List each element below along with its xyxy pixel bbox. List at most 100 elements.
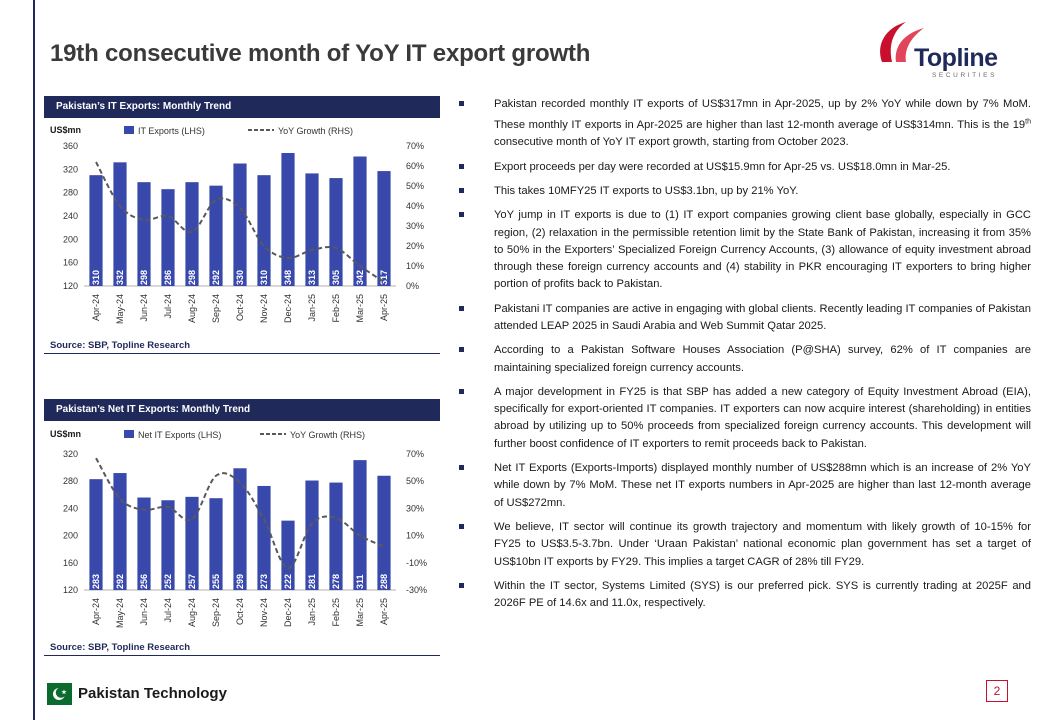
bar-value-label: 257 bbox=[187, 574, 197, 589]
y2-tick-label: 10% bbox=[406, 261, 424, 271]
bar-value-label: 305 bbox=[331, 270, 341, 285]
x-tick-label: Mar-25 bbox=[355, 598, 365, 627]
net-it-exports-chart: US$mn Net IT Exports (LHS) YoY Growth (RHS… bbox=[50, 429, 427, 628]
y2-tick-label: 50% bbox=[406, 181, 424, 191]
bar-value-label: 281 bbox=[307, 574, 317, 589]
y-tick-label: 240 bbox=[63, 211, 78, 221]
x-tick-label: Dec-24 bbox=[283, 598, 293, 627]
bar bbox=[281, 153, 295, 286]
legend-bar-label: IT Exports (LHS) bbox=[138, 126, 205, 136]
bar bbox=[281, 520, 295, 590]
bar-value-label: 299 bbox=[235, 574, 245, 589]
bar bbox=[305, 480, 319, 590]
bar bbox=[137, 497, 151, 590]
x-tick-label: Oct-24 bbox=[235, 598, 245, 625]
bar bbox=[305, 173, 319, 286]
bullet-icon bbox=[459, 388, 464, 394]
bar-value-label: 278 bbox=[331, 574, 341, 589]
x-tick-label: Apr-24 bbox=[91, 294, 101, 321]
y-tick-label: 160 bbox=[63, 558, 78, 568]
bar-value-label: 222 bbox=[283, 574, 293, 589]
y-tick-label: 280 bbox=[63, 476, 78, 486]
logo-subtext: SECURITIES bbox=[932, 72, 998, 79]
page-number: 2 bbox=[986, 680, 1008, 702]
y-tick-label: 280 bbox=[63, 188, 78, 198]
y2-tick-label: -30% bbox=[406, 585, 427, 595]
bar-value-label: 283 bbox=[91, 574, 101, 589]
y2-tick-label: 20% bbox=[406, 241, 424, 251]
bar-value-label: 330 bbox=[235, 270, 245, 285]
x-tick-label: Sep-24 bbox=[211, 598, 221, 627]
bar bbox=[329, 482, 343, 590]
it-exports-chart: US$mn IT Exports (LHS) YoY Growth (RHS) 120… bbox=[50, 125, 424, 324]
x-tick-label: Apr-25 bbox=[379, 598, 389, 625]
chart2-source: Source: SBP, Topline Research bbox=[50, 642, 191, 653]
bar-value-label: 255 bbox=[211, 574, 221, 589]
company-logo: Topline SECURITIES bbox=[872, 18, 1032, 80]
bar-value-label: 311 bbox=[355, 574, 365, 589]
bar bbox=[353, 156, 367, 286]
y-tick-label: 360 bbox=[63, 141, 78, 151]
bar-value-label: 256 bbox=[139, 574, 149, 589]
bar bbox=[113, 473, 127, 590]
y2-tick-label: 70% bbox=[406, 449, 424, 459]
bar-value-label: 286 bbox=[163, 270, 173, 285]
x-tick-label: Jul-24 bbox=[163, 598, 173, 623]
bullet-icon bbox=[459, 187, 464, 193]
chart2-container: US$mn Net IT Exports (LHS) YoY Growth (RHS… bbox=[44, 424, 440, 636]
bar-value-label: 332 bbox=[115, 270, 125, 285]
bullet-item: Pakistan recorded monthly IT exports of … bbox=[458, 96, 1031, 152]
bullet-icon bbox=[459, 582, 464, 588]
legend-line-label: YoY Growth (RHS) bbox=[290, 430, 365, 440]
chart2-bottom-rule bbox=[44, 655, 440, 656]
bar-value-label: 348 bbox=[283, 270, 293, 285]
bullet-item: Net IT Exports (Exports-Imports) display… bbox=[458, 460, 1031, 512]
bar-value-label: 298 bbox=[187, 270, 197, 285]
bar-value-label: 310 bbox=[259, 270, 269, 285]
bar-value-label: 342 bbox=[355, 270, 365, 285]
y2-tick-label: 70% bbox=[406, 141, 424, 151]
y2-tick-label: 30% bbox=[406, 221, 424, 231]
x-tick-label: Dec-24 bbox=[283, 294, 293, 323]
bullet-icon bbox=[459, 523, 464, 529]
chart2-header: Pakistan’s Net IT Exports: Monthly Trend bbox=[44, 399, 440, 421]
bar bbox=[209, 498, 223, 590]
bar bbox=[137, 182, 151, 286]
bar-value-label: 273 bbox=[259, 574, 269, 589]
bar-value-label: 292 bbox=[115, 574, 125, 589]
legend-bar-label: Net IT Exports (LHS) bbox=[138, 430, 221, 440]
y2-tick-label: 0% bbox=[406, 281, 419, 291]
bar-value-label: 298 bbox=[139, 270, 149, 285]
bar bbox=[257, 175, 271, 286]
legend-line-label: YoY Growth (RHS) bbox=[278, 126, 353, 136]
x-tick-label: Oct-24 bbox=[235, 294, 245, 321]
bar-value-label: 317 bbox=[379, 270, 389, 285]
y-axis-unit-label: US$mn bbox=[50, 429, 81, 439]
bar bbox=[89, 175, 103, 286]
y2-tick-label: 40% bbox=[406, 201, 424, 211]
bullet-item: According to a Pakistan Software Houses … bbox=[458, 342, 1031, 377]
y2-tick-label: -10% bbox=[406, 558, 427, 568]
bar bbox=[377, 171, 391, 286]
logo-swoosh-icon bbox=[880, 22, 924, 62]
bar bbox=[233, 468, 247, 590]
bar bbox=[161, 189, 175, 286]
x-tick-label: Jan-25 bbox=[307, 598, 317, 626]
chart1-header: Pakistan’s IT Exports: Monthly Trend bbox=[44, 96, 440, 118]
footer-title: Pakistan Technology bbox=[78, 685, 227, 702]
bullet-icon bbox=[459, 163, 464, 169]
pakistan-flag-icon bbox=[38, 683, 72, 705]
x-tick-label: Jun-24 bbox=[139, 294, 149, 322]
yoy-growth-line bbox=[95, 457, 385, 570]
x-tick-label: Feb-25 bbox=[331, 294, 341, 323]
bar bbox=[233, 163, 247, 286]
bullet-icon bbox=[459, 465, 464, 471]
bullet-item: We believe, IT sector will continue its … bbox=[458, 519, 1031, 571]
bullet-item: This takes 10MFY25 IT exports to US$3.1b… bbox=[458, 183, 1031, 200]
bullet-icon bbox=[459, 101, 464, 106]
x-tick-label: Jun-24 bbox=[139, 598, 149, 626]
y-tick-label: 120 bbox=[63, 585, 78, 595]
commentary-list: Pakistan recorded monthly IT exports of … bbox=[458, 96, 1031, 619]
y-tick-label: 320 bbox=[63, 164, 78, 174]
chart1-bottom-rule bbox=[44, 353, 440, 354]
